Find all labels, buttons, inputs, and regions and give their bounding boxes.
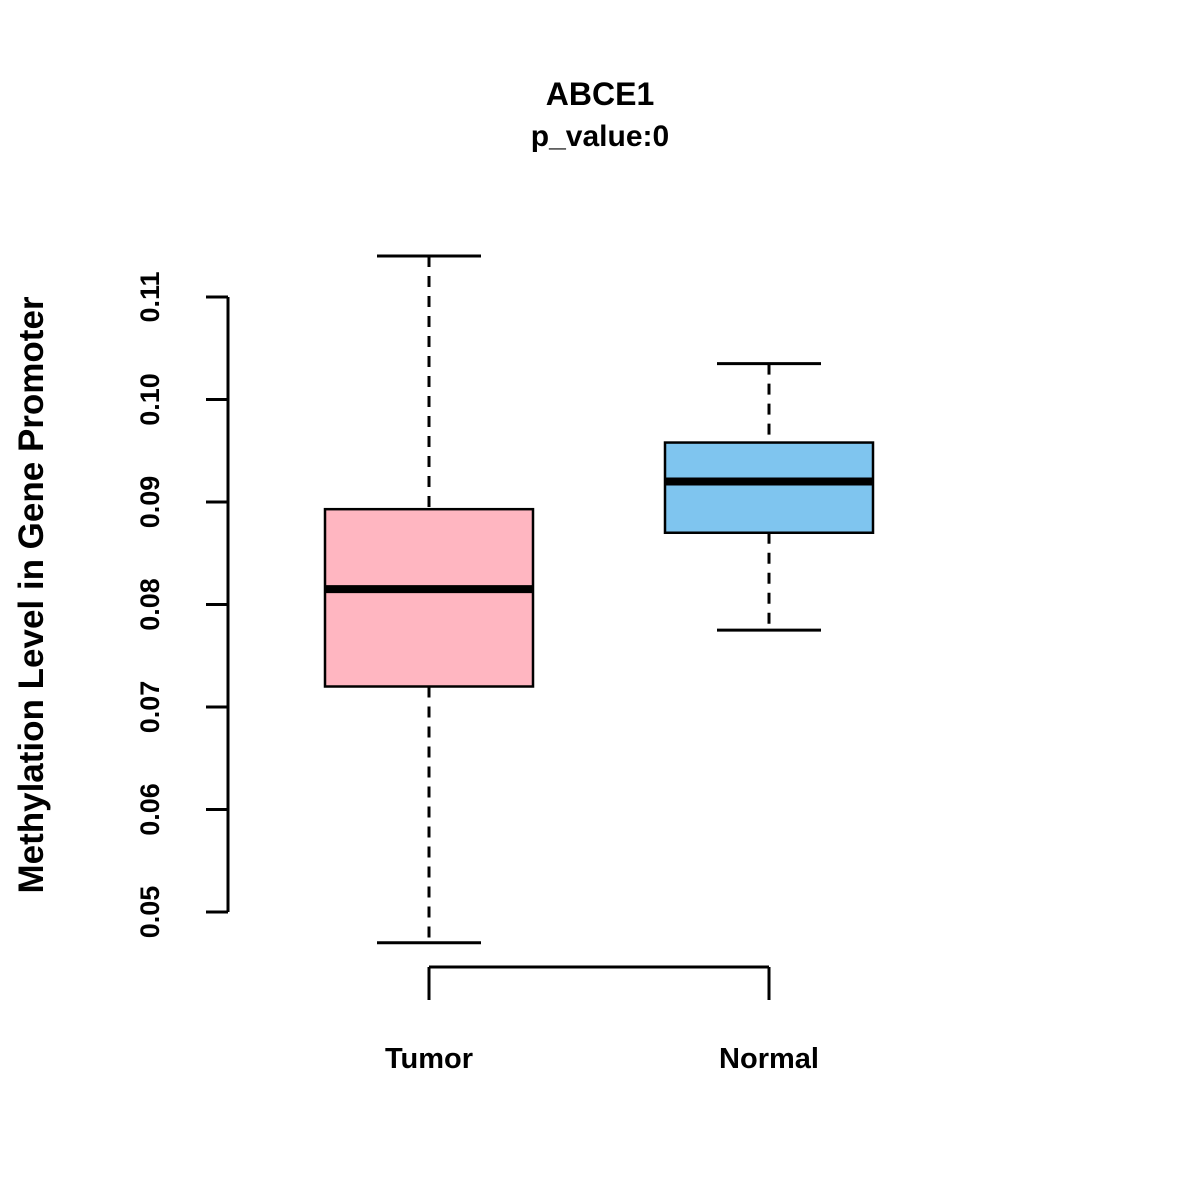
chart-subtitle: p_value:0 — [530, 120, 670, 153]
y-tick-label: 0.10 — [135, 373, 165, 426]
y-axis-title: Methylation Level in Gene Promoter — [12, 296, 51, 894]
y-tick-label: 0.09 — [135, 476, 165, 529]
tumor-box — [323, 507, 535, 688]
chart-title: ABCE1 — [545, 76, 655, 112]
y-tick-label: 0.08 — [135, 578, 165, 631]
normal-box — [663, 441, 875, 534]
y-tick-label: 0.06 — [135, 783, 165, 836]
y-tick-label: 0.05 — [135, 886, 165, 939]
y-tick-label: 0.11 — [135, 271, 165, 322]
tumor-group-label: Tumor — [385, 1043, 473, 1075]
y-tick-label: 0.07 — [135, 681, 165, 734]
normal-group-label: Normal — [719, 1043, 819, 1075]
